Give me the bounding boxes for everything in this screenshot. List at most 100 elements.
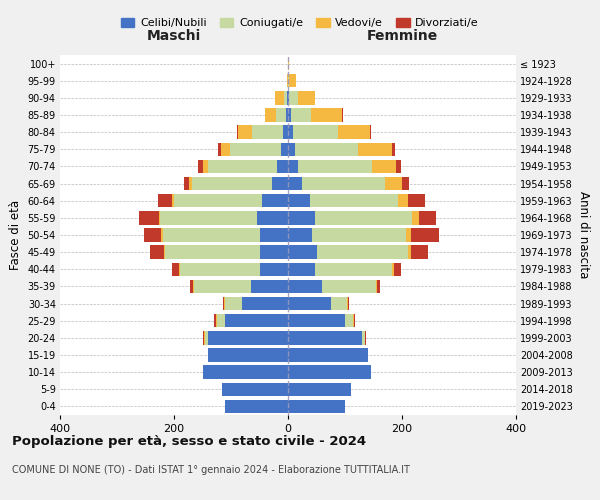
Bar	[158, 194, 172, 207]
Bar	[373, 160, 397, 173]
Bar	[288, 382, 350, 396]
Bar	[238, 126, 252, 139]
Bar	[204, 331, 205, 344]
Bar	[410, 228, 439, 241]
Bar	[412, 211, 419, 224]
Bar	[288, 194, 310, 207]
Bar	[283, 126, 288, 139]
Bar	[385, 177, 402, 190]
Bar	[287, 91, 288, 104]
Bar	[311, 108, 342, 122]
Bar	[260, 262, 288, 276]
Bar	[288, 57, 289, 70]
Bar	[276, 108, 286, 122]
Bar	[139, 211, 158, 224]
Bar	[347, 297, 348, 310]
Bar	[288, 366, 371, 379]
Bar	[288, 74, 289, 88]
Bar	[166, 246, 260, 259]
Bar	[215, 314, 217, 328]
Bar	[218, 142, 221, 156]
Bar	[302, 177, 385, 190]
Bar	[288, 331, 362, 344]
Bar	[145, 228, 161, 241]
Bar	[158, 211, 160, 224]
Bar	[316, 262, 392, 276]
Bar	[316, 211, 412, 224]
Bar	[184, 177, 190, 190]
Bar	[288, 177, 302, 190]
Bar	[284, 91, 287, 104]
Bar	[230, 142, 281, 156]
Bar	[265, 108, 276, 122]
Bar	[226, 314, 288, 328]
Bar	[358, 142, 392, 156]
Bar	[288, 126, 293, 139]
Bar	[272, 177, 288, 190]
Bar	[288, 297, 331, 310]
Bar	[288, 400, 345, 413]
Bar	[223, 297, 224, 310]
Bar	[203, 160, 208, 173]
Bar	[376, 280, 377, 293]
Bar	[224, 297, 226, 310]
Text: Popolazione per età, sesso e stato civile - 2024: Popolazione per età, sesso e stato civil…	[12, 435, 366, 448]
Bar	[402, 177, 409, 190]
Bar	[237, 126, 238, 139]
Bar	[365, 331, 366, 344]
Bar	[397, 160, 401, 173]
Bar	[345, 314, 353, 328]
Bar	[288, 348, 368, 362]
Bar	[288, 91, 289, 104]
Bar	[348, 297, 349, 310]
Bar	[208, 331, 288, 344]
Bar	[288, 280, 322, 293]
Bar	[164, 246, 166, 259]
Bar	[221, 142, 230, 156]
Bar	[190, 177, 192, 190]
Bar	[226, 297, 242, 310]
Bar	[322, 280, 376, 293]
Bar	[161, 228, 163, 241]
Bar	[410, 246, 428, 259]
Bar	[160, 211, 257, 224]
Bar	[342, 108, 343, 122]
Bar	[353, 314, 354, 328]
Bar	[419, 211, 436, 224]
Bar	[223, 382, 288, 396]
Bar	[298, 160, 373, 173]
Bar	[194, 280, 251, 293]
Bar	[392, 262, 394, 276]
Bar	[260, 246, 288, 259]
Bar	[298, 91, 315, 104]
Bar	[226, 400, 288, 413]
Bar	[394, 262, 401, 276]
Bar	[174, 194, 262, 207]
Bar	[370, 126, 371, 139]
Bar	[277, 160, 288, 173]
Bar	[172, 194, 174, 207]
Bar	[408, 194, 425, 207]
Bar	[205, 331, 208, 344]
Bar	[150, 246, 164, 259]
Bar	[288, 228, 312, 241]
Bar	[192, 177, 272, 190]
Bar	[214, 314, 215, 328]
Bar	[251, 280, 288, 293]
Bar	[180, 262, 260, 276]
Bar	[295, 142, 358, 156]
Text: COMUNE DI NONE (TO) - Dati ISTAT 1° gennaio 2024 - Elaborazione TUTTITALIA.IT: COMUNE DI NONE (TO) - Dati ISTAT 1° genn…	[12, 465, 410, 475]
Bar	[288, 211, 316, 224]
Bar	[286, 108, 288, 122]
Bar	[193, 280, 194, 293]
Bar	[208, 160, 277, 173]
Bar	[331, 297, 347, 310]
Bar	[354, 314, 355, 328]
Y-axis label: Anni di nascita: Anni di nascita	[577, 192, 590, 278]
Bar	[289, 74, 296, 88]
Bar	[377, 280, 380, 293]
Bar	[203, 331, 204, 344]
Text: Femmine: Femmine	[367, 29, 437, 43]
Bar	[317, 246, 408, 259]
Bar	[288, 142, 295, 156]
